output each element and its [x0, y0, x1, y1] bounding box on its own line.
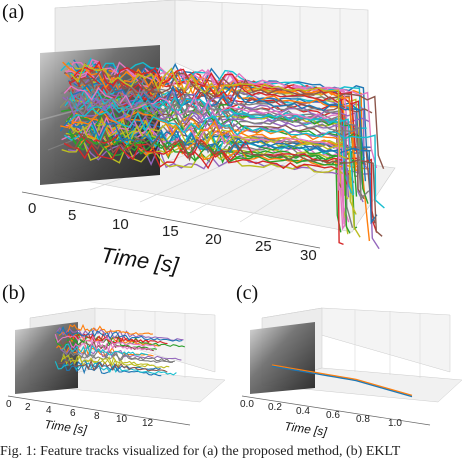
panel-c-xtick-3: 0.6 — [326, 410, 340, 421]
panel-c-xtick-2: 0.4 — [296, 406, 310, 417]
feature-track — [70, 60, 360, 159]
panel-a-xlabel: Time [s] — [99, 242, 181, 278]
panel-a-xtick-6: 30 — [300, 247, 317, 264]
panel-a-plot: 0 5 10 15 20 25 30 Time [s] — [21, 0, 396, 278]
feature-track — [63, 142, 344, 246]
panel-b-plot: 0 2 4 6 8 10 12 Time [s] — [6, 307, 226, 437]
panel-b-xtick-4: 8 — [94, 411, 100, 422]
feature-track — [61, 343, 148, 357]
feature-track — [69, 90, 353, 194]
feature-track — [70, 63, 347, 160]
panel-b-xtick-5: 10 — [116, 414, 128, 425]
feature-track — [61, 95, 358, 197]
panel-c-label: (c) — [236, 282, 259, 304]
feature-track — [68, 349, 175, 363]
panel-c-xtick-1: 0.2 — [268, 402, 282, 413]
panel-a-xtick-4: 20 — [205, 231, 222, 248]
feature-track — [61, 354, 153, 367]
feature-track — [64, 330, 150, 344]
figure-caption: Fig. 1: Feature tracks visualized for (a… — [0, 444, 401, 459]
feature-track — [74, 127, 378, 233]
feature-track — [58, 357, 168, 373]
feature-track — [65, 116, 357, 215]
panel-a-label: (a) — [2, 1, 25, 23]
panel-b-tracks — [54, 323, 185, 377]
feature-track — [67, 323, 153, 335]
panel-a-xtick-3: 15 — [162, 223, 179, 240]
panel-a-tracks — [59, 57, 385, 250]
feature-track — [54, 334, 156, 348]
feature-track — [60, 110, 342, 141]
feature-track — [66, 129, 383, 237]
feature-track — [63, 85, 343, 191]
feature-track — [72, 81, 367, 182]
panel-a-xtick-2: 10 — [112, 216, 129, 233]
panel-c-xtick-0: 0.0 — [240, 399, 254, 410]
panel-a-xtick-1: 5 — [68, 207, 76, 224]
feature-track — [73, 114, 376, 224]
panel-b-event-frame — [15, 322, 78, 394]
panel-c-plot: 0.0 0.2 0.4 0.6 0.8 1.0 Time [s] — [240, 307, 463, 439]
feature-track — [271, 365, 413, 398]
panel-c-xlabel: Time [s] — [284, 419, 329, 439]
panel-b-xtick-3: 6 — [70, 408, 76, 419]
panel-c-xtick-5: 1.0 — [388, 418, 402, 429]
panel-b-xtick-2: 4 — [46, 405, 52, 416]
feature-track — [60, 97, 370, 201]
panel-b-xtick-6: 12 — [142, 418, 154, 429]
panel-b-label: (b) — [2, 282, 26, 304]
panel-b-xtick-0: 0 — [6, 399, 12, 410]
panel-b-xlabel: Time [s] — [44, 417, 89, 437]
panel-c-xtick-4: 0.8 — [356, 414, 370, 425]
panel-a-xtick-5: 25 — [255, 238, 272, 255]
feature-track — [68, 107, 385, 209]
panel-b-xtick-1: 2 — [25, 402, 31, 413]
panel-a-xtick-0: 0 — [28, 200, 36, 217]
feature-track — [59, 345, 182, 361]
panel-c-tracks — [271, 364, 413, 398]
feature-track — [56, 325, 183, 342]
feature-track — [271, 364, 413, 397]
panel-c-event-frame — [250, 322, 315, 394]
